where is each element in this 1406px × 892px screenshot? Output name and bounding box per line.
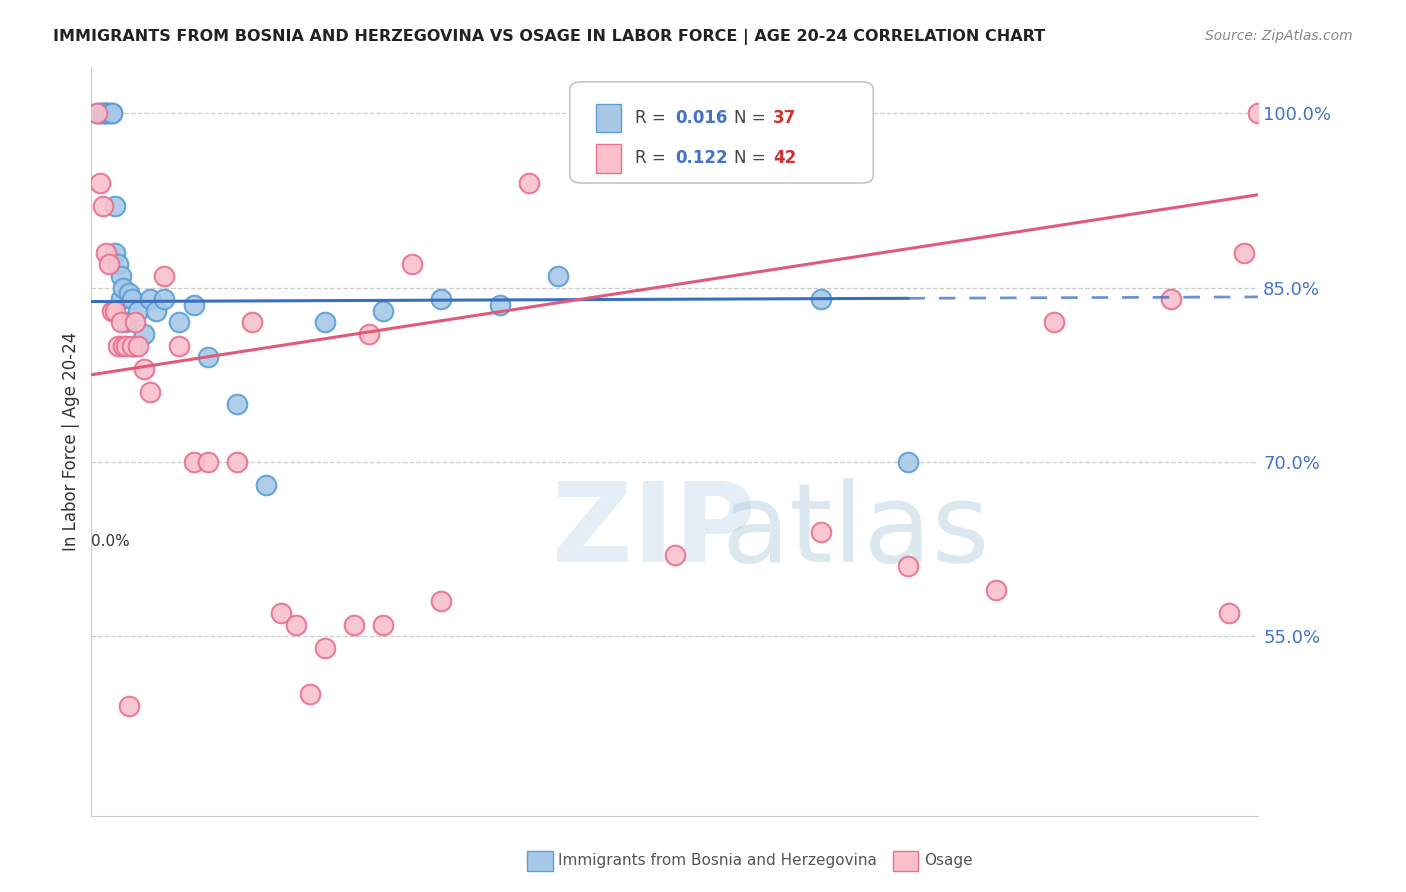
Text: Osage: Osage xyxy=(924,854,973,868)
Point xyxy=(299,687,322,701)
Text: N =: N = xyxy=(734,109,772,127)
Point xyxy=(112,280,135,294)
Point xyxy=(115,339,138,353)
Point xyxy=(94,106,117,120)
Point xyxy=(107,257,129,271)
Point xyxy=(430,594,453,608)
Point xyxy=(1043,316,1066,330)
Point xyxy=(121,292,143,306)
Point xyxy=(101,303,124,318)
Point xyxy=(314,316,336,330)
Point xyxy=(86,106,108,120)
Text: R =: R = xyxy=(636,149,671,168)
Point xyxy=(371,303,394,318)
Point xyxy=(89,176,111,190)
Point xyxy=(343,617,366,632)
Point xyxy=(153,268,176,283)
Point xyxy=(118,698,141,713)
Point xyxy=(115,316,138,330)
Point xyxy=(94,106,117,120)
Point xyxy=(127,339,149,353)
Point xyxy=(197,455,219,469)
Point xyxy=(1218,606,1240,620)
Point xyxy=(124,316,146,330)
Point xyxy=(132,327,155,342)
Point xyxy=(197,351,219,365)
Point xyxy=(89,106,111,120)
Point xyxy=(153,292,176,306)
Text: Immigrants from Bosnia and Herzegovina: Immigrants from Bosnia and Herzegovina xyxy=(558,854,877,868)
Point xyxy=(430,292,453,306)
Point xyxy=(183,455,205,469)
Point xyxy=(810,292,832,306)
Point xyxy=(101,106,124,120)
Point xyxy=(86,106,108,120)
Point xyxy=(254,478,277,492)
Point xyxy=(1247,106,1270,120)
Bar xyxy=(596,145,621,172)
Point xyxy=(101,106,124,120)
Text: 0.016: 0.016 xyxy=(675,109,727,127)
Point xyxy=(97,106,120,120)
Point xyxy=(94,106,117,120)
Point xyxy=(124,339,146,353)
Point xyxy=(1160,292,1182,306)
Point xyxy=(489,298,512,312)
Text: atlas: atlas xyxy=(721,478,990,585)
Point xyxy=(357,327,380,342)
Point xyxy=(112,339,135,353)
Text: 37: 37 xyxy=(773,109,796,127)
Point xyxy=(984,582,1007,597)
Point xyxy=(104,245,127,260)
Point xyxy=(897,455,920,469)
Point xyxy=(121,339,143,353)
Point xyxy=(127,303,149,318)
Point xyxy=(110,268,132,283)
Point xyxy=(401,257,423,271)
Point xyxy=(132,362,155,376)
Point xyxy=(270,606,292,620)
Point xyxy=(167,339,190,353)
Point xyxy=(664,548,686,562)
Y-axis label: In Labor Force | Age 20-24: In Labor Force | Age 20-24 xyxy=(62,332,80,551)
Text: 0.0%: 0.0% xyxy=(91,533,131,549)
Point xyxy=(547,268,569,283)
Point xyxy=(810,524,832,539)
Point xyxy=(314,640,336,655)
Point xyxy=(91,106,114,120)
Point xyxy=(284,617,307,632)
Text: 0.122: 0.122 xyxy=(675,149,727,168)
Text: R =: R = xyxy=(636,109,671,127)
Point xyxy=(138,385,162,400)
Point xyxy=(897,559,920,574)
Point xyxy=(138,292,162,306)
Point xyxy=(1233,245,1256,260)
Point xyxy=(110,316,132,330)
Point xyxy=(167,316,190,330)
Point xyxy=(118,286,141,301)
Text: Source: ZipAtlas.com: Source: ZipAtlas.com xyxy=(1205,29,1353,43)
Point xyxy=(226,397,249,411)
Point xyxy=(91,106,114,120)
Bar xyxy=(596,103,621,132)
Point xyxy=(104,199,127,213)
Point xyxy=(517,176,540,190)
Point xyxy=(107,339,129,353)
Point xyxy=(104,303,127,318)
FancyBboxPatch shape xyxy=(569,82,873,183)
Text: IMMIGRANTS FROM BOSNIA AND HERZEGOVINA VS OSAGE IN LABOR FORCE | AGE 20-24 CORRE: IMMIGRANTS FROM BOSNIA AND HERZEGOVINA V… xyxy=(53,29,1046,45)
Point xyxy=(371,617,394,632)
Point xyxy=(110,292,132,306)
Point xyxy=(145,303,167,318)
Point xyxy=(240,316,263,330)
Point xyxy=(183,298,205,312)
Text: 42: 42 xyxy=(773,149,796,168)
Text: N =: N = xyxy=(734,149,772,168)
Point xyxy=(97,257,120,271)
Point xyxy=(226,455,249,469)
Point xyxy=(94,245,117,260)
Text: ZIP: ZIP xyxy=(553,478,755,585)
Point xyxy=(91,199,114,213)
